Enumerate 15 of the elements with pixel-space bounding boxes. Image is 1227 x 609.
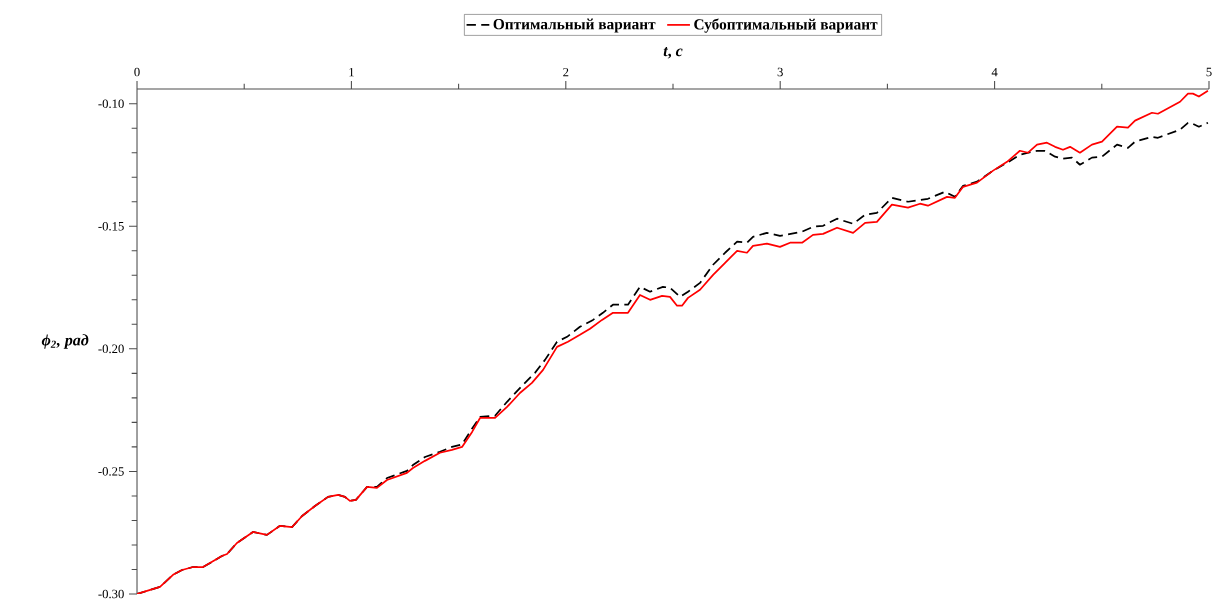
y-axis-title: ϕ$_{2}$, рад [41, 334, 89, 349]
y-tick-label: -0.20 [98, 344, 124, 354]
y-tick-label: -0.25 [98, 467, 124, 476]
legend-label: Субоптимальный вариант [694, 18, 878, 33]
x-tick-label: 1 [349, 67, 354, 77]
y-tick-label: -0.15 [98, 221, 124, 231]
x-tick-label: 2 [563, 67, 569, 77]
y-tick-label: -0.10 [98, 99, 124, 109]
x-axis-title: t, c [663, 47, 683, 59]
legend-label: Оптимальный вариант [493, 18, 656, 33]
x-tick-label: 0 [134, 67, 140, 77]
x-tick-label: 4 [991, 67, 998, 77]
y-tick-label: -0.30 [98, 589, 124, 599]
x-tick-label: 3 [777, 67, 783, 77]
x-tick-label: 5 [1206, 67, 1212, 77]
